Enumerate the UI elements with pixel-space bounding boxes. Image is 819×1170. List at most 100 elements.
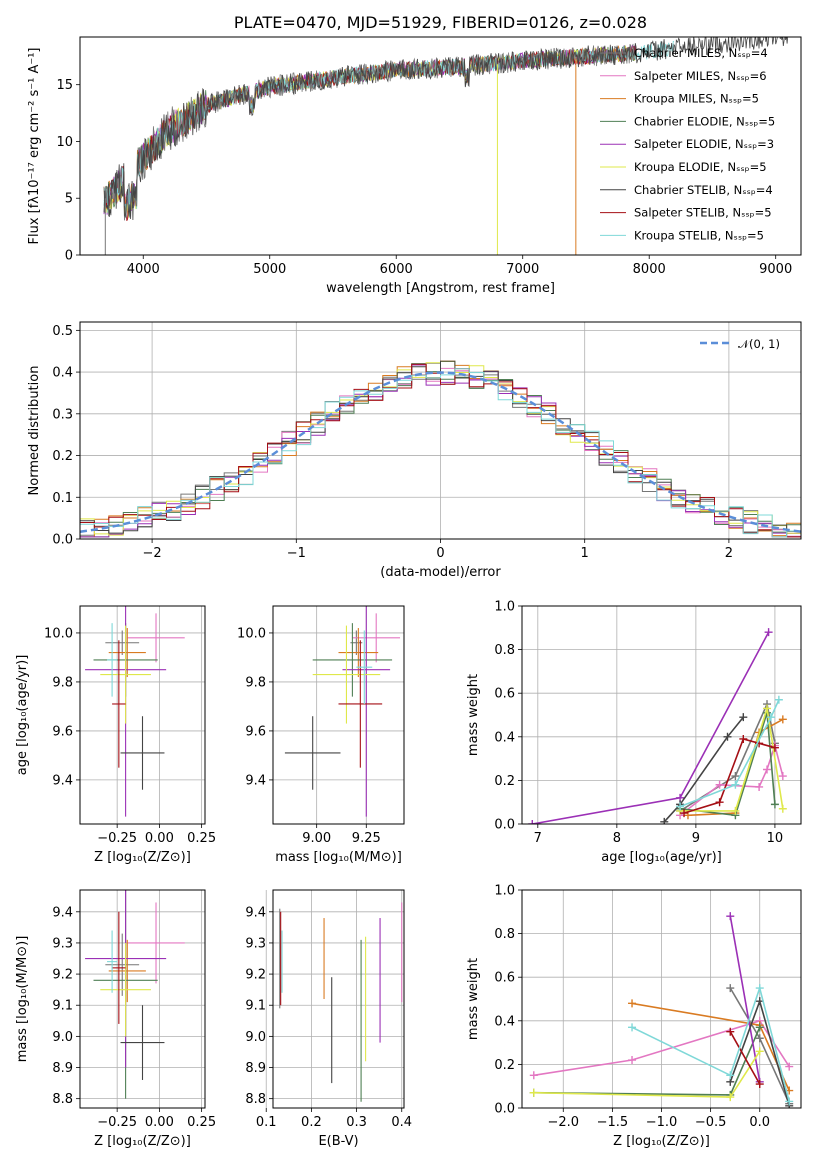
mass-weight-marker bbox=[766, 713, 775, 722]
y-tick-label: 5 bbox=[65, 192, 73, 207]
axes-frame bbox=[79, 36, 802, 256]
mass-weight-line bbox=[679, 742, 784, 816]
y-tick-label: 0 bbox=[65, 249, 73, 264]
mass-weight-marker bbox=[770, 800, 779, 809]
plot-area bbox=[85, 890, 185, 1099]
y-tick-label: 9.0 bbox=[245, 1030, 266, 1045]
y-tick-label: 8.9 bbox=[52, 1061, 73, 1076]
y-tick-label: 0.8 bbox=[494, 643, 515, 658]
mass-weight-marker bbox=[755, 1047, 764, 1056]
mass-weight-marker bbox=[755, 1023, 764, 1032]
mass-weight-marker bbox=[755, 1034, 764, 1043]
x-axis-label: Z [log₁₀(Z/Z⊙)] bbox=[94, 850, 191, 865]
x-axis-label: E(B-V) bbox=[318, 1134, 358, 1149]
mass-weight-marker bbox=[755, 984, 764, 993]
mass-weight-marker bbox=[528, 820, 537, 824]
age-vs-metallicity-panel: −0.25 0.00 0.25 9.4 9.6 9.8 10.0 Z [log₁₀(Z/Z⊙)… bbox=[15, 605, 216, 865]
mass-weight-marker bbox=[628, 1056, 637, 1065]
y-tick-label: 9.6 bbox=[52, 724, 73, 739]
residual-histogram bbox=[80, 360, 801, 538]
axes-frame bbox=[521, 605, 802, 825]
mass-weight-marker bbox=[628, 1023, 637, 1032]
x-tick-label: 10 bbox=[767, 831, 784, 846]
y-axis-label: mass weight bbox=[466, 674, 481, 756]
mass-weight-line bbox=[663, 716, 744, 823]
y-tick-label: 0.5 bbox=[52, 324, 73, 339]
mass-weight-marker bbox=[763, 704, 772, 713]
y-axis-label: mass weight bbox=[466, 958, 481, 1040]
mass-weight-line bbox=[532, 631, 770, 824]
legend-entry: Kroupa ELODIE, Nₛₛₚ=5 bbox=[634, 160, 767, 174]
x-tick-label: 9.25 bbox=[352, 831, 381, 846]
residual-histogram bbox=[80, 368, 801, 538]
y-tick-label: 10.0 bbox=[237, 626, 266, 641]
chart-title: PLATE=0470, MJD=51929, FIBERID=0126, z=0… bbox=[234, 13, 647, 32]
y-tick-label: 9.1 bbox=[52, 999, 73, 1014]
x-axis-label: Z [log₁₀(Z/Z⊙)] bbox=[94, 1134, 191, 1149]
legend-entry: Chabrier ELODIE, Nₛₛₚ=5 bbox=[634, 114, 775, 128]
y-tick-label: 9.4 bbox=[245, 905, 266, 920]
mass-weight-vs-metallicity-panel: −2.0 −1.5 −1.0 −0.5 0.0 0.0 0.2 0.4 0.6 0.8 1.0 Z [… bbox=[466, 884, 802, 1149]
plot-area bbox=[284, 606, 401, 817]
mass-weight-marker bbox=[778, 772, 787, 781]
x-tick-label: −1.5 bbox=[597, 1115, 629, 1130]
y-tick-label: 0.0 bbox=[52, 533, 73, 548]
x-tick-label: −0.5 bbox=[695, 1115, 727, 1130]
y-tick-label: 0.0 bbox=[494, 818, 515, 833]
y-axis-label: Normed distribution bbox=[27, 366, 42, 496]
y-tick-label: 9.4 bbox=[52, 773, 73, 788]
mass-weight-marker bbox=[628, 999, 637, 1008]
mass-weight-marker bbox=[763, 765, 772, 774]
spectrum-line bbox=[103, 37, 789, 221]
mass-weight-marker bbox=[755, 782, 764, 791]
mass-weight-marker bbox=[785, 1097, 794, 1106]
x-axis-label: wavelength [Angstrom, rest frame] bbox=[326, 281, 555, 296]
mass-weight-marker bbox=[715, 798, 724, 807]
y-tick-label: 15 bbox=[56, 78, 73, 93]
normal-curve bbox=[80, 371, 801, 533]
axes-frame bbox=[79, 889, 206, 1109]
y-tick-label: 0.8 bbox=[494, 927, 515, 942]
x-tick-label: 1 bbox=[581, 546, 589, 561]
x-tick-label: −0.25 bbox=[97, 831, 137, 846]
y-tick-label: 0.6 bbox=[494, 971, 515, 986]
x-axis-label: Z [log₁₀(Z/Z⊙)] bbox=[613, 1134, 710, 1149]
mass-weight-marker bbox=[755, 1080, 764, 1089]
y-tick-label: 9.2 bbox=[52, 968, 73, 983]
y-tick-label: 9.0 bbox=[52, 1030, 73, 1045]
mass-vs-metallicity-panel: −0.25 0.00 0.25 8.8 8.9 9.0 9.1 9.2 9.3 9.4 Z [log… bbox=[15, 889, 216, 1149]
mass-weight-marker bbox=[723, 732, 732, 741]
mass-weight-marker bbox=[529, 1071, 538, 1080]
x-tick-label: 4000 bbox=[127, 262, 160, 277]
mass-weight-marker bbox=[726, 984, 735, 993]
plot-area bbox=[80, 360, 801, 538]
axes-frame bbox=[79, 605, 206, 825]
mass-weight-line bbox=[729, 1031, 761, 1085]
x-tick-label: 0.25 bbox=[187, 831, 216, 846]
y-tick-label: 9.4 bbox=[52, 905, 73, 920]
plot-area bbox=[103, 37, 789, 255]
x-tick-label: 0.3 bbox=[346, 1115, 367, 1130]
y-tick-label: 0.2 bbox=[494, 1058, 515, 1073]
x-tick-label: 9 bbox=[692, 831, 700, 846]
mass-vs-extinction-panel: 0.1 0.2 0.3 0.4 8.8 8.9 9.0 9.1 9.2 9.3 9.4 E(B-V) bbox=[245, 889, 412, 1149]
mass-weight-marker bbox=[660, 817, 669, 824]
y-tick-label: 9.2 bbox=[245, 968, 266, 983]
mass-weight-marker bbox=[529, 1088, 538, 1097]
axes-frame bbox=[521, 889, 802, 1109]
mass-weight-marker bbox=[778, 715, 787, 724]
x-tick-label: 8 bbox=[613, 831, 621, 846]
plot-area bbox=[85, 606, 185, 817]
x-axis-label: (data-model)/error bbox=[380, 565, 501, 580]
legend-entry: Salpeter ELODIE, Nₛₛₚ=3 bbox=[634, 137, 774, 151]
mass-weight-marker bbox=[680, 809, 689, 818]
residual-distribution-panel: −2 −1 0 1 2 0.0 0.1 0.2 0.3 0.4 0.5 (data-model)/er… bbox=[27, 321, 802, 580]
x-tick-label: 2 bbox=[725, 546, 733, 561]
x-tick-label: 0.1 bbox=[256, 1115, 277, 1130]
y-tick-label: 9.3 bbox=[52, 936, 73, 951]
mass-weight-marker bbox=[739, 713, 748, 722]
plot-area bbox=[279, 902, 403, 1102]
y-axis-label: Flux [fλ10⁻¹⁷ erg cm⁻² s⁻¹ A⁻¹] bbox=[27, 48, 42, 245]
x-axis-label: mass [log₁₀(M/M⊙)] bbox=[275, 850, 402, 865]
mass-weight-line bbox=[680, 708, 784, 812]
